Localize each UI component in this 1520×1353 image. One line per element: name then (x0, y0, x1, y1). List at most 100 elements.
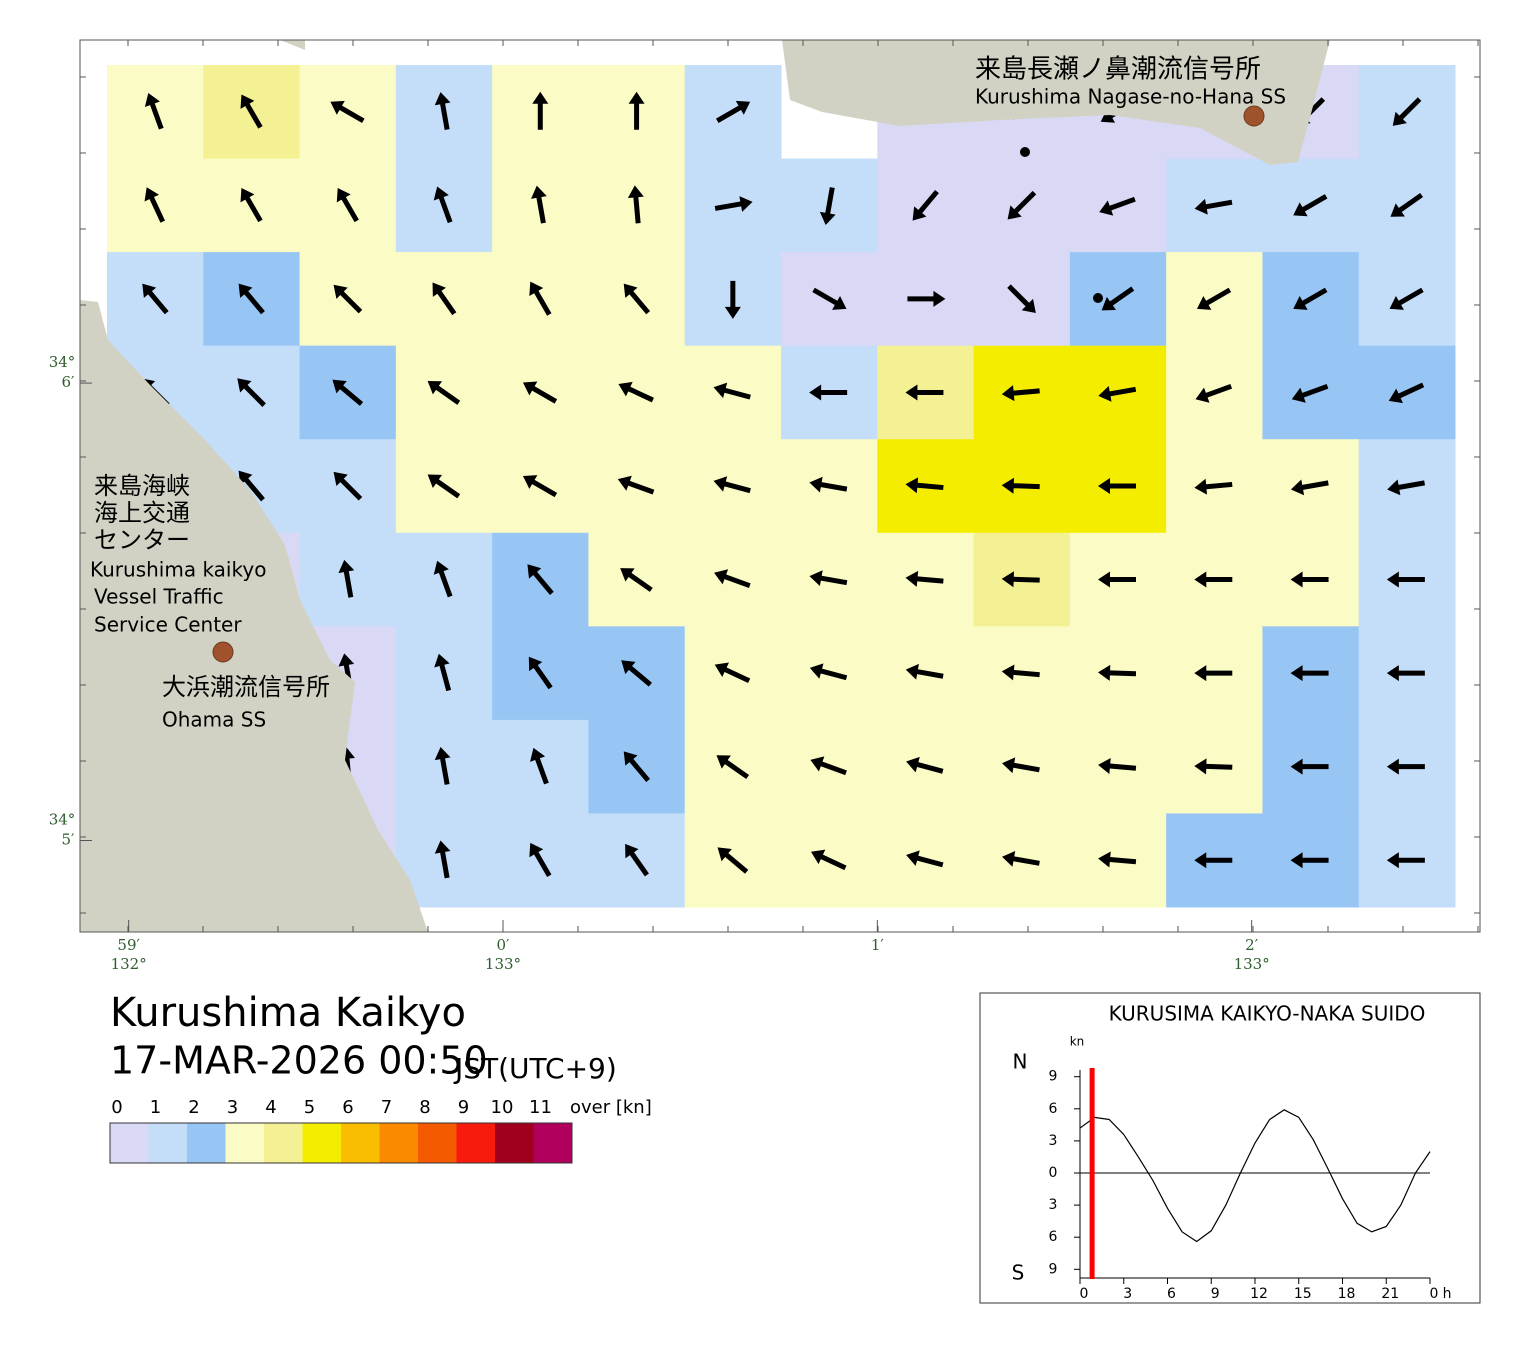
south-label: S (1012, 1261, 1025, 1285)
y-tick-degree: 34° (49, 811, 76, 829)
current-arrow (1098, 478, 1136, 494)
x-tick-degree: 132° (111, 955, 147, 973)
current-arrow (144, 187, 166, 223)
timezone: JST(UTC+9) (453, 1052, 617, 1085)
legend-label: 3 (227, 1097, 238, 1118)
x-tick-label: 0′ (497, 936, 511, 954)
vts-name: Service Center (94, 613, 242, 637)
current-arrow (713, 382, 751, 400)
current-arrow (1194, 571, 1233, 588)
legend-label: 8 (419, 1097, 430, 1118)
current-arrow (1293, 194, 1328, 217)
current-arrow (144, 92, 164, 130)
current-arrow (434, 840, 451, 879)
legend-swatch (418, 1123, 457, 1163)
legend-label: 4 (265, 1097, 276, 1118)
x-tick-label: 21 (1381, 1286, 1399, 1302)
current-arrow (905, 477, 944, 494)
current-arrow (522, 381, 558, 404)
current-arrow (238, 283, 265, 315)
x-tick-label: 18 (1338, 1286, 1356, 1302)
legend-label: 0 (111, 1097, 122, 1118)
current-arrow (1007, 190, 1037, 220)
current-arrow (1194, 665, 1233, 682)
current-arrow (714, 196, 753, 212)
current-arrow (912, 189, 939, 221)
current-arrow (240, 94, 263, 129)
legend-swatch (187, 1123, 226, 1163)
x-tick-label: 1′ (871, 936, 885, 954)
current-arrow (713, 476, 751, 494)
vts-name: 来島海峡 (94, 472, 190, 500)
current-arrow (433, 560, 453, 598)
datetime: 17-MAR-2026 00:50 (110, 1039, 488, 1083)
current-arrow (1390, 192, 1424, 217)
current-arrow (809, 476, 848, 493)
land (782, 40, 1330, 165)
legend-label: 10 (491, 1097, 514, 1118)
current-arrow (1386, 665, 1425, 682)
current-arrow (1389, 287, 1424, 310)
current-arrow (1290, 758, 1329, 775)
current-arrow (905, 663, 944, 680)
current-arrow (1290, 571, 1329, 588)
current-arrow (434, 92, 451, 130)
legend-label: 11 (529, 1097, 552, 1118)
map-frame (79, 39, 1481, 933)
legend-label: 9 (458, 1097, 469, 1118)
legend-swatch (110, 1123, 149, 1163)
current-arrow (427, 380, 461, 405)
current-arrow (1002, 850, 1040, 867)
current-arrow (1290, 665, 1329, 682)
current-arrow (1099, 196, 1136, 216)
current-arrow (527, 564, 554, 595)
current-arrow (907, 290, 946, 307)
current-arrow (714, 569, 751, 589)
current-arrow (531, 185, 547, 224)
current-arrow (618, 381, 654, 403)
current-arrow (237, 378, 266, 407)
x-tick-label: 9 (1211, 1286, 1220, 1302)
station-marker (1243, 105, 1265, 127)
y-tick-label: 9 (1049, 1261, 1058, 1277)
current-arrow (522, 475, 558, 498)
legend-swatch (264, 1123, 303, 1163)
current-arrow (1001, 385, 1040, 402)
current-arrow (332, 379, 364, 406)
tide-curve (1079, 1109, 1431, 1243)
y-tick-label: 3 (1049, 1133, 1058, 1149)
x-tick-label: 12 (1250, 1286, 1268, 1302)
station-marker (212, 641, 234, 663)
current-arrow (240, 188, 263, 223)
current-arrow (1098, 385, 1137, 402)
legend-frame (109, 1122, 573, 1164)
current-arrow (142, 283, 169, 315)
current-arrow (1386, 758, 1425, 775)
current-arrow (434, 653, 452, 692)
current-arrow (621, 660, 652, 687)
current-arrow (529, 842, 552, 878)
x-tick-label: 59′ (117, 936, 140, 954)
north-label: N (1013, 1050, 1028, 1074)
y-tick-label: 6 (1049, 1101, 1058, 1117)
land (280, 40, 305, 50)
current-arrow (620, 568, 653, 592)
legend-label: 2 (188, 1097, 199, 1118)
current-arrow (1001, 664, 1040, 681)
legend-swatch (456, 1123, 495, 1163)
current-arrow (1386, 571, 1425, 588)
current-arrow (714, 662, 751, 683)
current-arrow (330, 100, 365, 123)
legend-swatch (379, 1123, 418, 1163)
current-arrow (1098, 851, 1137, 868)
legend-swatch (225, 1123, 264, 1163)
current-arrow (1098, 571, 1136, 588)
vts-name: センター (94, 526, 190, 554)
current-arrow (1098, 757, 1137, 774)
current-arrow (810, 756, 847, 776)
current-arrow (717, 847, 749, 874)
current-arrow (1194, 478, 1233, 495)
current-arrow (1196, 287, 1232, 310)
current-arrow (812, 287, 847, 310)
